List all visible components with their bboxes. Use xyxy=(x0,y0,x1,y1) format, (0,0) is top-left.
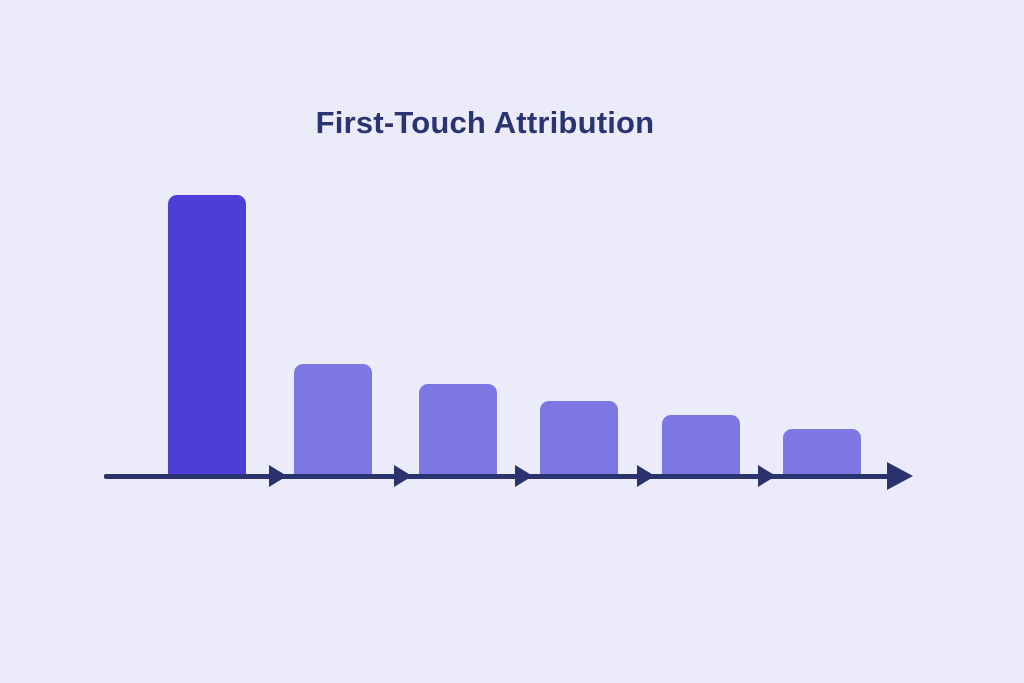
bar-touchpoint-5 xyxy=(662,414,740,477)
bar-touchpoint-1 xyxy=(168,194,246,477)
x-axis-line xyxy=(104,474,906,479)
bar-touchpoint-4 xyxy=(540,400,618,477)
axis-arrowhead-icon xyxy=(394,465,412,487)
bar-touchpoint-6 xyxy=(783,428,861,477)
bar-touchpoint-3 xyxy=(419,383,497,477)
axis-arrowhead-icon xyxy=(515,465,533,487)
axis-arrowhead-icon xyxy=(637,465,655,487)
axis-arrowhead-icon xyxy=(269,465,287,487)
axis-arrowhead-icon xyxy=(758,465,776,487)
bar-touchpoint-2 xyxy=(294,363,372,477)
axis-end-arrowhead-icon xyxy=(887,462,913,490)
chart-title: First-Touch Attribution xyxy=(315,104,655,140)
